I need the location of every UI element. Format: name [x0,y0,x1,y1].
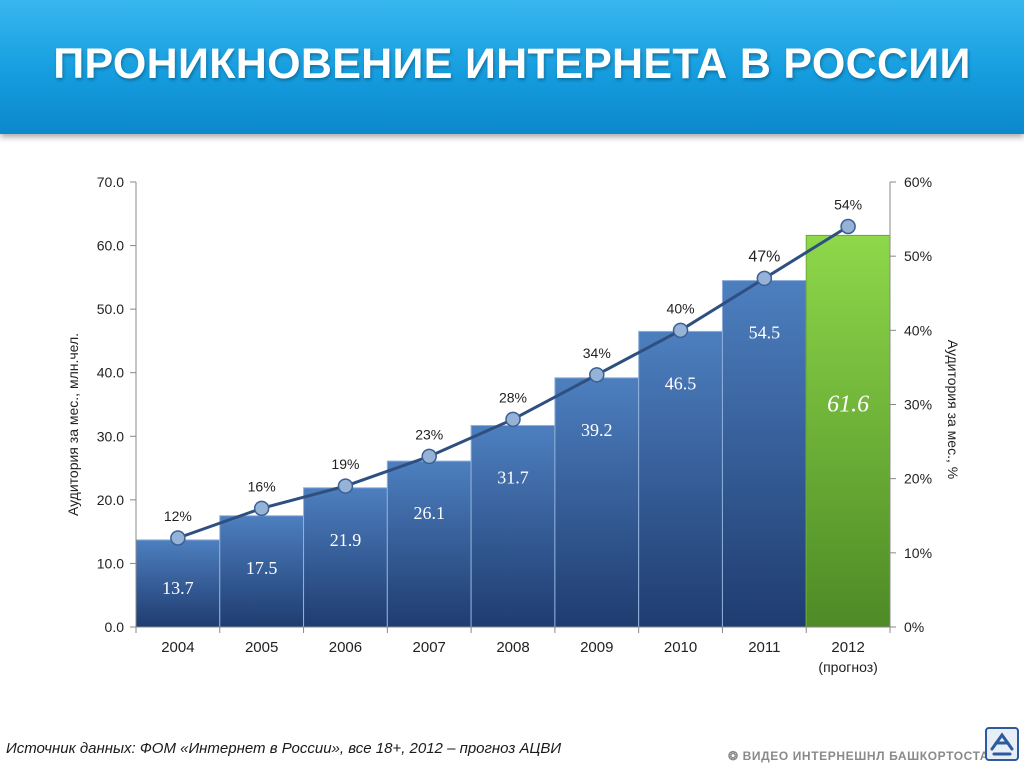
bar-value-label: 13.7 [162,578,194,598]
line-value-label: 54% [834,197,862,213]
line-point [253,500,270,517]
left-axis-title: Аудитория за мес., млн.чел. [65,333,81,516]
bar [303,487,388,628]
logo-text: ВИДЕО ИНТЕРНЕШНЛ БАШКОРТОСТАН [742,749,999,763]
line-point [505,411,521,428]
page-title: ПРОНИКНОВЕНИЕ ИНТЕРНЕТА В РОССИИ [53,40,971,88]
x-tick-label: 2011 [748,639,780,656]
bar-value-label: 61.6 [827,392,869,418]
bar-value-label: 39.2 [581,420,613,440]
line-point [672,322,689,339]
line-value-label: 16% [248,478,276,494]
x-tick-label: 2006 [329,639,362,656]
bar [386,460,472,628]
line-point [840,218,856,235]
logo-bullet-icon: ❂ [728,749,743,763]
left-tick-label: 30.0 [97,428,124,444]
source-note: Источник данных: ФОМ «Интернет в России»… [6,740,562,757]
x-tick-label: 2009 [580,639,613,656]
bar-value-label: 54.5 [749,323,781,343]
right-axis-title: Аудитория за мес., % [945,340,961,479]
right-tick-label: 50% [904,248,932,264]
x-tick-label: 2008 [496,639,529,656]
left-tick-label: 40.0 [97,365,124,381]
company-logo-text: ❂ ВИДЕО ИНТЕРНЕШНЛ БАШКОРТОСТАН [728,749,998,763]
line-point [337,478,354,494]
right-tick-label: 60% [904,174,932,190]
right-tick-label: 40% [904,322,932,338]
x-tick-label: 2005 [245,639,278,656]
left-tick-label: 70.0 [97,174,124,190]
x-tick-label: 2010 [664,639,697,656]
x-tick-label: 2007 [413,639,446,656]
line-point [421,448,437,465]
bar [470,424,556,628]
right-tick-label: 30% [904,397,932,413]
bar-value-label: 26.1 [413,503,445,523]
line-value-label: 47% [748,248,780,265]
company-logo-icon [985,727,1019,761]
x-tick-label: 2012 [831,639,864,656]
line-value-label: 23% [415,426,443,442]
bar [638,330,723,628]
line-value-label: 40% [667,300,695,316]
line-point [170,530,186,546]
right-tick-label: 0% [904,619,924,635]
title-banner: ПРОНИКНОВЕНИЕ ИНТЕРНЕТА В РОССИИ [0,0,1024,134]
line-point [589,367,605,383]
bar-value-label: 31.7 [497,467,529,487]
bar [805,234,891,628]
right-tick-label: 20% [904,471,932,487]
bar-value-label: 21.9 [330,530,362,550]
line-point [756,270,773,287]
x-tick-label: 2004 [161,639,194,656]
left-tick-label: 20.0 [97,492,124,508]
right-tick-label: 10% [904,545,932,561]
bar-value-label: 46.5 [665,373,697,393]
bar [554,377,640,628]
left-tick-label: 50.0 [97,301,124,317]
x-tick-sublabel: (прогноз) [818,659,877,675]
line-value-label: 12% [164,508,192,524]
left-tick-label: 60.0 [97,238,124,254]
left-tick-label: 10.0 [97,555,124,571]
line-value-label: 28% [499,389,527,405]
line-value-label: 19% [331,456,359,472]
line-value-label: 34% [583,345,611,361]
bar-value-label: 17.5 [246,558,278,578]
left-tick-label: 0.0 [105,619,125,635]
